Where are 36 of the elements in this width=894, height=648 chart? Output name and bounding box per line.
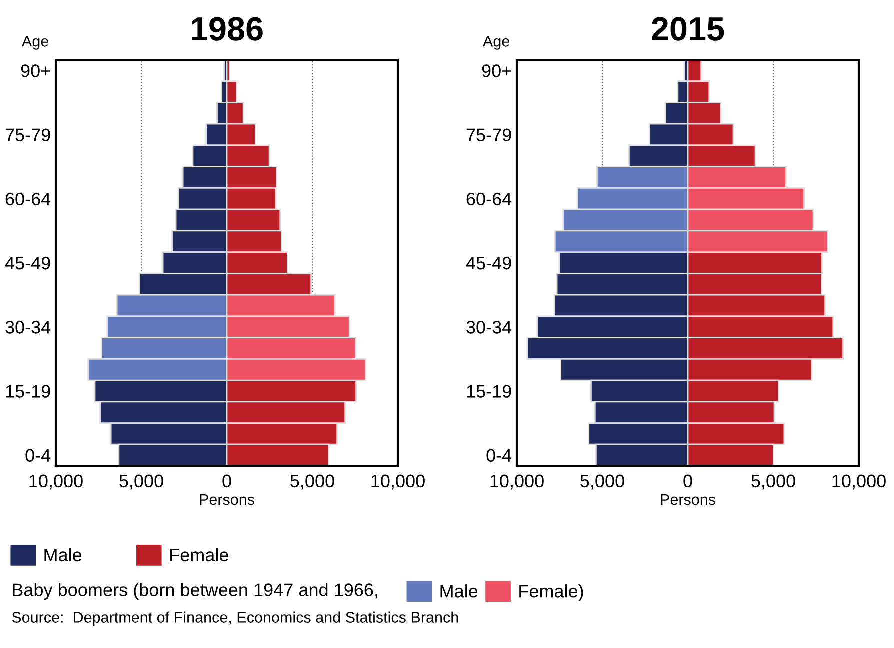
y-tick-label: 15-19 — [467, 385, 512, 398]
legend-label: Male — [440, 584, 478, 598]
x-tick-label: 10,000 — [30, 474, 83, 490]
y-tick-label: 90+ — [21, 64, 50, 78]
y-tick-label: 30-34 — [6, 321, 51, 334]
legend-label: Male — [44, 548, 82, 562]
text: Baby boomers (born between 1947 and 1966, — [13, 583, 378, 600]
y-tick-label: 75-79 — [6, 128, 50, 142]
chart-title: 1986 — [192, 17, 263, 41]
x-tick-label: 5,000 — [120, 474, 164, 490]
y-tick-label: 45-49 — [466, 256, 512, 270]
y-tick-label: 60-64 — [466, 192, 512, 206]
x-tick-label: 0 — [684, 474, 692, 488]
y-tick-label: 0-4 — [486, 449, 512, 462]
x-tick-label: 0 — [222, 474, 232, 488]
source-note: Source: Department of Finance, Economics and Statistics Branch — [12, 612, 458, 626]
y-axis-title: Age — [22, 36, 48, 50]
y-tick-label: 75-79 — [466, 128, 512, 142]
x-tick-label: 10,000 — [490, 474, 544, 490]
x-axis-title: Persons — [200, 494, 254, 506]
y-tick-label: 30-34 — [466, 321, 512, 334]
y-tick-label: 90+ — [482, 64, 512, 78]
chart-title: 2015 — [652, 17, 724, 41]
x-tick-label: 5,000 — [290, 474, 334, 490]
x-tick-label: 10,000 — [832, 474, 886, 490]
y-tick-label: 60-64 — [6, 192, 51, 206]
x-tick-label: 5,000 — [752, 474, 796, 490]
y-tick-label: 45-49 — [5, 256, 50, 270]
y-axis-title: Age — [483, 36, 510, 50]
y-tick-label: 0-4 — [26, 449, 51, 462]
x-axis-title: Persons — [661, 494, 716, 506]
x-tick-label: 10,000 — [372, 474, 425, 490]
x-tick-label: 5,000 — [580, 474, 624, 490]
y-tick-label: 15-19 — [6, 385, 50, 398]
legend-label: Female — [170, 548, 228, 562]
legend-label: Female) — [520, 584, 584, 602]
